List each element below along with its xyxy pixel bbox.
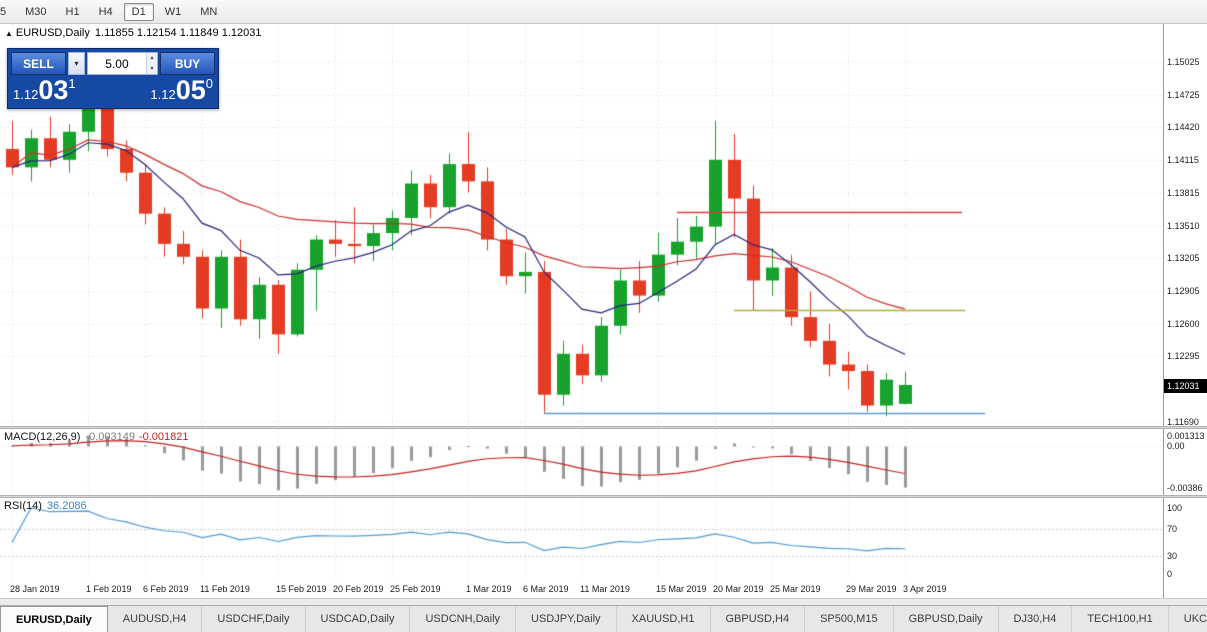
price-axis-label: 1.13205 [1167,253,1200,264]
panel-splitter[interactable] [0,426,1207,429]
price-axis-label: 1.13815 [1167,187,1200,198]
volume-input[interactable] [88,53,146,74]
price-axis: 1.12031 1.15025 1.14725 1.14420 1.14115 1.13… [1163,24,1207,427]
timeframe-button-h1[interactable]: H1 [58,3,88,21]
date-axis-label: 29 Mar 2019 [846,584,897,594]
macd-main-value: -0.003149 [85,431,135,443]
date-axis-label: 25 Mar 2019 [770,584,821,594]
sell-button[interactable]: SELL [11,52,66,75]
macd-signal-value: -0.001821 [138,431,189,443]
date-axis-label: 1 Feb 2019 [86,584,132,594]
axis-corner [1163,580,1207,598]
timeframe-button-5[interactable]: 5 [0,3,14,21]
macd-indicator-canvas[interactable] [0,429,1163,495]
chart-tab-ukc[interactable]: UKC [1169,606,1207,632]
chart-tab-audusd-h4[interactable]: AUDUSD,H4 [108,606,203,632]
volume-dropdown-button[interactable]: ▾ [68,52,85,75]
bid-price: 1.12031 [13,75,76,105]
price-axis-label: 1.14420 [1167,122,1200,133]
panel-splitter[interactable] [0,495,1207,498]
rsi-name: RSI(14) [4,500,42,512]
date-axis-label: 25 Feb 2019 [390,584,441,594]
macd-axis-label: -0.00386 [1167,483,1203,493]
bid-price-main: 03 [38,75,69,105]
chart-tab-dj30-h4[interactable]: DJ30,H4 [999,606,1073,632]
chart-tab-usdchf-daily[interactable]: USDCHF,Daily [202,606,306,632]
macd-name: MACD(12,26,9) [4,431,81,443]
macd-axis: 0.001313 0.00 -0.00386 [1163,429,1207,495]
date-axis-label: 6 Mar 2019 [523,584,569,594]
volume-field: ▴ ▾ [87,52,158,75]
macd-axis-label: 0.00 [1167,440,1185,451]
date-axis-label: 28 Jan 2019 [10,584,60,594]
buy-button[interactable]: BUY [160,52,215,75]
chart-tab-sp500-m15[interactable]: SP500,M15 [805,606,894,632]
price-axis-label: 1.12600 [1167,318,1200,329]
timeframe-button-m30[interactable]: M30 [17,3,54,21]
chart-tab-xauusd-h1[interactable]: XAUUSD,H1 [617,606,711,632]
ask-price-prefix: 1.12 [150,87,176,102]
rsi-value: 36.2086 [46,500,87,512]
date-axis-label: 1 Mar 2019 [466,584,512,594]
chart-window: ▲ EURUSD,Daily 1.11855 1.12154 1.11849 1.1… [0,24,1207,605]
one-click-collapse-icon[interactable]: ▲ [5,29,13,38]
chart-ohlc-values: 1.11855 1.12154 1.11849 1.12031 [94,27,262,39]
rsi-label: RSI(14) 36.2086 [4,500,87,512]
one-click-trade-panel: SELL ▾ ▴ ▾ BUY 1.12031 1.12 [7,48,219,109]
rsi-axis-label: 70 [1167,523,1178,534]
price-axis-label: 1.12295 [1167,351,1200,362]
price-axis-label: 1.13510 [1167,220,1200,231]
price-axis-label: 1.12905 [1167,285,1200,296]
date-axis-label: 20 Mar 2019 [713,584,764,594]
date-axis-label: 11 Feb 2019 [200,584,250,594]
macd-axis-label: 0.001313 [1167,431,1205,441]
date-axis-label: 6 Feb 2019 [143,584,189,594]
chart-tab-eurusd-daily[interactable]: EURUSD,Daily [0,606,108,632]
macd-label: MACD(12,26,9) -0.003149 -0.001821 [4,431,189,443]
ask-price: 1.12050 [150,75,213,105]
rsi-axis-label: 0 [1167,569,1173,579]
volume-spinner: ▴ ▾ [145,53,157,74]
chart-tab-gbpusd-daily[interactable]: GBPUSD,Daily [894,606,999,632]
chart-tab-gbpusd-h4[interactable]: GBPUSD,H4 [711,606,806,632]
chart-tab-usdjpy-daily[interactable]: USDJPY,Daily [516,606,617,632]
price-axis-label: 1.14725 [1167,89,1200,100]
timeframe-button-h4[interactable]: H4 [91,3,121,21]
ask-price-main: 05 [175,75,206,105]
chevron-down-icon: ▾ [74,59,79,68]
date-axis: 28 Jan 2019 1 Feb 2019 6 Feb 2019 11 Feb 20… [0,580,1163,598]
chart-tab-usdcnh-daily[interactable]: USDCNH,Daily [410,606,517,632]
timeframe-button-mn[interactable]: MN [192,3,225,21]
date-axis-label: 15 Mar 2019 [656,584,707,594]
rsi-axis: 100 70 30 0 [1163,498,1207,580]
timeframe-button-d1[interactable]: D1 [123,2,154,21]
chart-tab-usdcad-daily[interactable]: USDCAD,Daily [306,606,411,632]
rsi-axis-label: 30 [1167,551,1178,562]
bid-price-prefix: 1.12 [13,87,39,102]
date-axis-label: 3 Apr 2019 [903,584,947,594]
price-axis-label: 1.14115 [1167,155,1199,166]
date-axis-label: 20 Feb 2019 [333,584,384,594]
chart-tabs-bar: EURUSD,Daily AUDUSD,H4 USDCHF,Daily USDCAD,… [0,605,1207,632]
chart-ohlc-line: ▲ EURUSD,Daily 1.11855 1.12154 1.11849 1.1… [5,27,261,39]
date-axis-label: 11 Mar 2019 [580,584,630,594]
price-axis-label: 1.15025 [1167,57,1200,68]
current-price-badge: 1.12031 [1164,378,1207,393]
timeframe-toolbar: 5 M30 H1 H4 D1 W1 MN [0,0,1207,24]
chart-tab-tech100-h1[interactable]: TECH100,H1 [1072,606,1169,632]
bid-price-pip: 1 [68,76,76,91]
price-axis-label: 1.11690 [1167,416,1199,427]
horizontal-scrollbar[interactable] [0,598,1207,605]
volume-increase-button[interactable]: ▴ [146,53,157,64]
volume-decrease-button[interactable]: ▾ [146,63,157,74]
date-axis-label: 15 Feb 2019 [276,584,327,594]
rsi-axis-label: 100 [1167,503,1183,513]
ask-price-pip: 0 [205,76,213,91]
chart-symbol-label: EURUSD,Daily [15,27,90,39]
rsi-indicator-canvas[interactable] [0,498,1163,580]
timeframe-button-w1[interactable]: W1 [157,3,190,21]
